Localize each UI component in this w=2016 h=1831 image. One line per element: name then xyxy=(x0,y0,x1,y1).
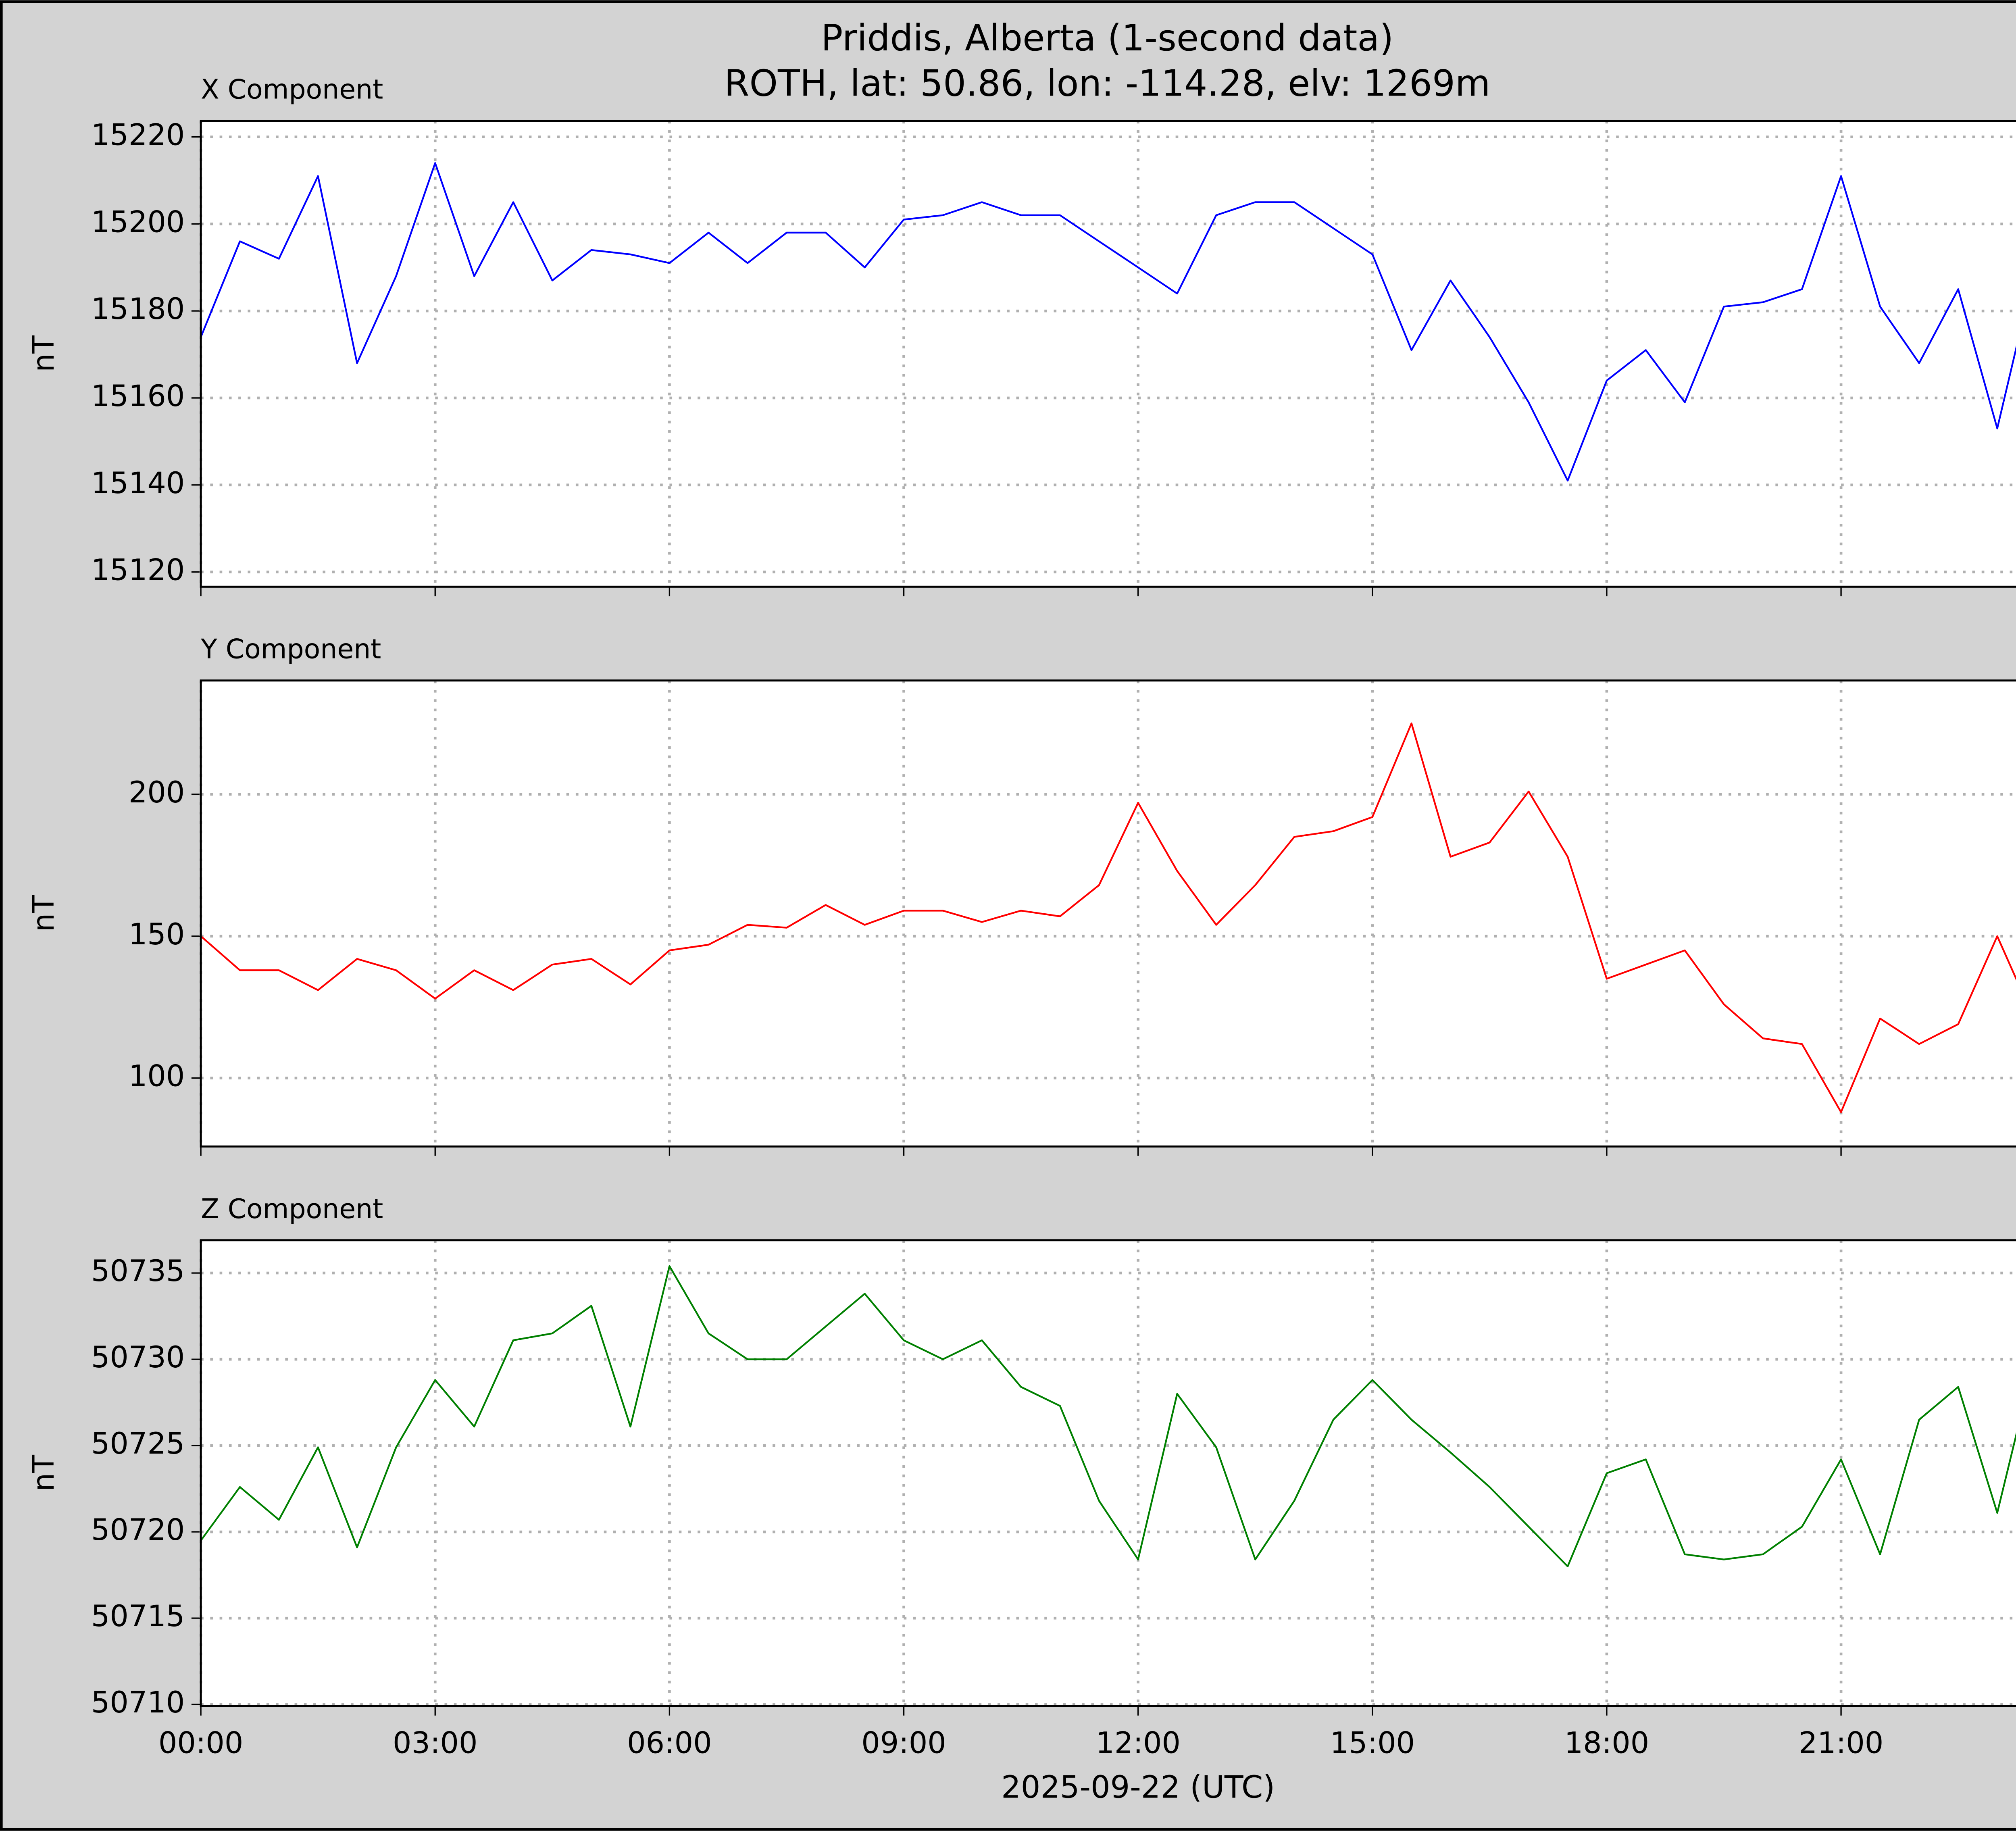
x-tick-label: 12:00 xyxy=(1095,1726,1181,1760)
y-tick-label: 15160 xyxy=(91,379,185,413)
y-axis-label: nT xyxy=(27,335,61,372)
y-tick-label: 50730 xyxy=(91,1340,185,1375)
plot-frame xyxy=(200,1239,2016,1707)
plot-area xyxy=(201,1240,2016,1706)
figure-subtitle: ROTH, lat: 50.86, lon: -114.28, elv: 126… xyxy=(724,63,1490,105)
figure-title: Priddis, Alberta (1-second data) xyxy=(821,17,1393,59)
data-line xyxy=(200,162,2016,482)
subplot-title: Z Component xyxy=(201,1193,383,1225)
y-tick-label: 50710 xyxy=(91,1685,185,1720)
x-tick-label: 03:00 xyxy=(393,1726,478,1760)
plot-frame xyxy=(200,679,2016,1148)
y-tick-label: 15140 xyxy=(91,466,185,500)
data-line xyxy=(200,722,2016,1113)
y-tick-label: 50720 xyxy=(91,1513,185,1547)
subplot-title: Y Component xyxy=(200,633,381,665)
y-tick-label: 15120 xyxy=(91,553,185,587)
x-tick-label: 06:00 xyxy=(627,1726,712,1760)
data-line xyxy=(200,1265,2016,1567)
y-tick-label: 15200 xyxy=(91,205,185,239)
y-tick-label: 50715 xyxy=(91,1599,185,1633)
y-axis-label: nT xyxy=(27,1455,61,1491)
subplot-title: X Component xyxy=(201,74,383,105)
x-tick-label: 09:00 xyxy=(861,1726,946,1760)
y-tick-label: 50735 xyxy=(91,1254,185,1288)
x-tick-label: 15:00 xyxy=(1330,1726,1415,1760)
y-tick-label: 150 xyxy=(129,917,185,952)
y-tick-label: 100 xyxy=(129,1059,185,1094)
plot-area xyxy=(201,121,2016,587)
x-tick-label: 00:00 xyxy=(158,1726,244,1760)
plot-frame xyxy=(200,120,2016,588)
y-tick-label: 200 xyxy=(129,775,185,810)
y-tick-label: 50725 xyxy=(91,1427,185,1461)
y-tick-label: 15180 xyxy=(91,292,185,326)
x-tick-label: 21:00 xyxy=(1799,1726,1884,1760)
plot-area xyxy=(201,680,2016,1147)
y-tick-label: 15220 xyxy=(91,118,185,152)
x-tick-label: 18:00 xyxy=(1564,1726,1649,1760)
x-axis-label: 2025-09-22 (UTC) xyxy=(1001,1769,1275,1805)
y-axis-label: nT xyxy=(27,895,61,932)
